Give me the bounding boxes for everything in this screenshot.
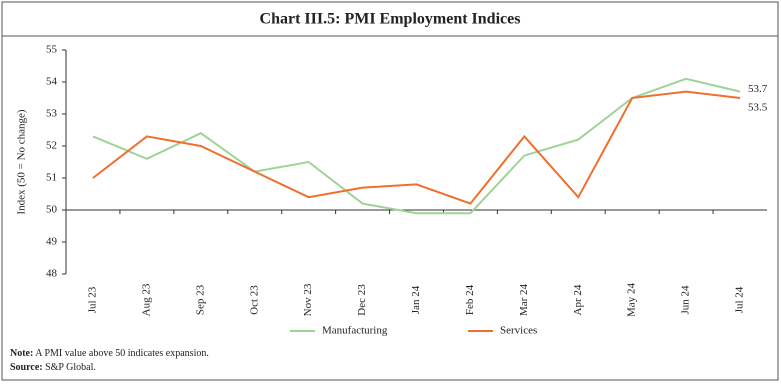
source-label: Source: [10,362,43,373]
legend-label: Services [500,325,537,337]
y-tick-label: 49 [46,236,58,248]
x-tick-label: Jun 24 [680,285,692,315]
chart-title: Chart III.5: PMI Employment Indices [260,11,521,28]
note-text: A PMI value above 50 indicates expansion… [35,348,209,359]
x-tick-label: Sep 23 [194,284,206,315]
source-text: S&P Global. [45,362,96,373]
x-tick-label: Jan 24 [410,285,422,314]
end-label: 53.5 [748,102,768,114]
x-tick-label: May 24 [626,283,638,317]
x-tick-label: Aug 23 [140,283,152,316]
x-tick-label: Nov 23 [302,283,314,316]
x-tick-label: Jul 23 [86,286,98,313]
frame [1,1,779,381]
y-tick-label: 53 [46,108,58,120]
x-tick-label: Oct 23 [248,285,260,315]
y-tick-label: 51 [46,172,57,184]
series-line [92,90,741,205]
x-tick-label: Feb 24 [464,284,476,315]
y-tick-label: 50 [46,204,58,216]
y-axis-label: Index (50 = No change) [16,109,28,215]
source: Source: S&P Global. [10,362,96,373]
end-label: 53.7 [748,83,768,95]
x-tick-label: Jul 24 [734,286,746,313]
series-line [92,77,741,215]
note: Note: A PMI value above 50 indicates exp… [10,348,209,359]
y-tick-label: 54 [46,76,58,88]
y-tick-label: 55 [46,44,58,56]
y-tick-label: 52 [46,140,57,152]
y-tick-label: 48 [46,268,58,280]
legend-label: Manufacturing [322,325,388,337]
x-tick-label: Apr 24 [572,284,584,315]
x-tick-label: Mar 24 [518,283,530,316]
note-label: Note: [10,348,33,359]
x-tick-label: Dec 23 [356,284,368,316]
